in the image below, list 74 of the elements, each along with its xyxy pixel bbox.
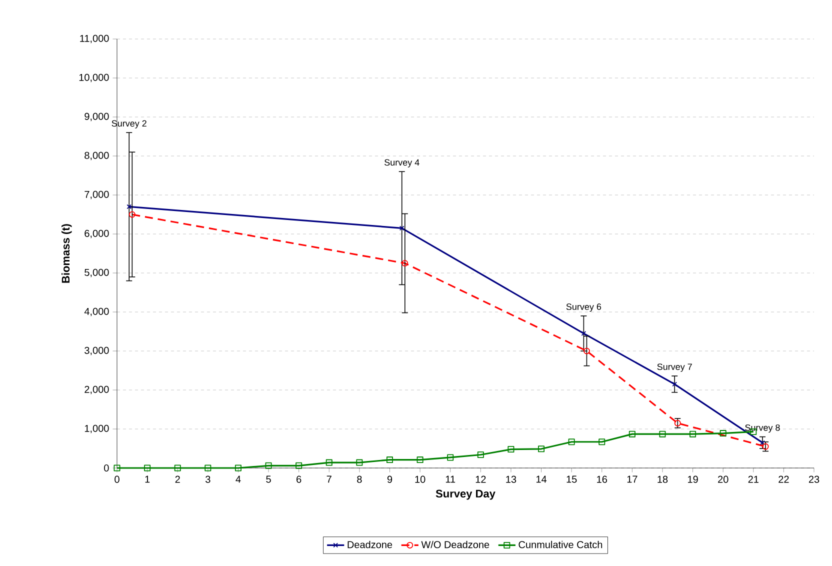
point bbox=[508, 446, 514, 453]
point bbox=[720, 430, 726, 437]
point bbox=[174, 464, 181, 472]
point bbox=[386, 456, 393, 464]
y-tick-label: 4,000 bbox=[84, 308, 109, 316]
point bbox=[628, 430, 636, 438]
point bbox=[204, 464, 212, 472]
point bbox=[234, 464, 242, 472]
x-tick-label: 6 bbox=[296, 476, 302, 483]
x-tick-label: 23 bbox=[808, 476, 820, 483]
y-tick-label: 9,000 bbox=[84, 112, 109, 122]
x-tick-label: 7 bbox=[326, 476, 332, 483]
point bbox=[356, 459, 363, 466]
x-tick-label: 3 bbox=[206, 476, 210, 483]
x-tick-label: 1 bbox=[145, 476, 150, 483]
x-tick-label: 8 bbox=[357, 476, 362, 483]
y-tick-label: 0 bbox=[104, 464, 109, 472]
point bbox=[326, 459, 332, 466]
x-tick-label: 10 bbox=[415, 476, 426, 483]
x-tick-label: 14 bbox=[536, 476, 547, 483]
point bbox=[447, 454, 454, 461]
x-tick-label: 15 bbox=[566, 476, 577, 483]
y-tick-label: 11,000 bbox=[80, 34, 109, 44]
point bbox=[674, 420, 681, 426]
x-tick-label: 13 bbox=[506, 476, 516, 483]
point bbox=[477, 451, 484, 458]
point bbox=[672, 382, 678, 387]
x-tick-label: 18 bbox=[658, 476, 668, 483]
legend-label: Cunmulative Catch bbox=[518, 540, 602, 548]
x-tick-label: 12 bbox=[476, 476, 486, 483]
y-tick-label: 7,000 bbox=[84, 190, 109, 200]
x-tick-label: 0 bbox=[114, 476, 120, 483]
x-tick-label: 5 bbox=[266, 476, 271, 483]
x-tick-label: 21 bbox=[748, 476, 758, 483]
x-tick-label: 11 bbox=[446, 476, 456, 483]
y-tick-label: 10,000 bbox=[79, 74, 109, 82]
annotation: Survey 4 bbox=[384, 159, 420, 168]
y-tick-label: 5,000 bbox=[84, 268, 109, 278]
annotation: Survey 6 bbox=[566, 304, 602, 312]
x-tick-label: 22 bbox=[778, 476, 789, 483]
annotation: Survey 7 bbox=[657, 364, 692, 372]
y-tick-label: 1,000 bbox=[84, 424, 109, 434]
x-axis-title: Survey Day bbox=[436, 490, 496, 500]
point bbox=[399, 226, 404, 231]
y-tick-label: 6,000 bbox=[84, 230, 109, 238]
point bbox=[144, 464, 151, 472]
point bbox=[296, 462, 302, 469]
point bbox=[265, 462, 272, 469]
y-axis-title: Biomass (t) bbox=[62, 224, 72, 283]
x-tick-label: 9 bbox=[387, 476, 392, 483]
point bbox=[538, 446, 545, 452]
x-tick-label: 20 bbox=[718, 476, 728, 483]
point bbox=[128, 211, 136, 218]
legend-label: W/O Deadzone bbox=[421, 540, 490, 548]
point bbox=[659, 430, 666, 438]
x-tick-label: 17 bbox=[627, 476, 638, 483]
point bbox=[583, 348, 590, 354]
y-tick-label: 3,000 bbox=[84, 346, 109, 356]
x-tick-label: 16 bbox=[597, 476, 607, 483]
x-tick-label: 4 bbox=[236, 476, 241, 483]
point bbox=[416, 456, 424, 464]
point bbox=[114, 464, 120, 472]
y-tick-label: 8,000 bbox=[84, 152, 109, 160]
legend-label: Deadzone bbox=[348, 540, 392, 548]
point bbox=[598, 438, 606, 446]
point bbox=[402, 260, 408, 266]
annotation: Survey 2 bbox=[112, 120, 146, 128]
point bbox=[690, 430, 696, 438]
annotation: Survey 8 bbox=[745, 424, 780, 433]
point bbox=[568, 438, 575, 446]
point bbox=[581, 331, 586, 336]
y-tick-label: 2,000 bbox=[84, 386, 109, 394]
x-tick-label: 19 bbox=[688, 476, 698, 483]
x-tick-label: 2 bbox=[175, 476, 180, 483]
